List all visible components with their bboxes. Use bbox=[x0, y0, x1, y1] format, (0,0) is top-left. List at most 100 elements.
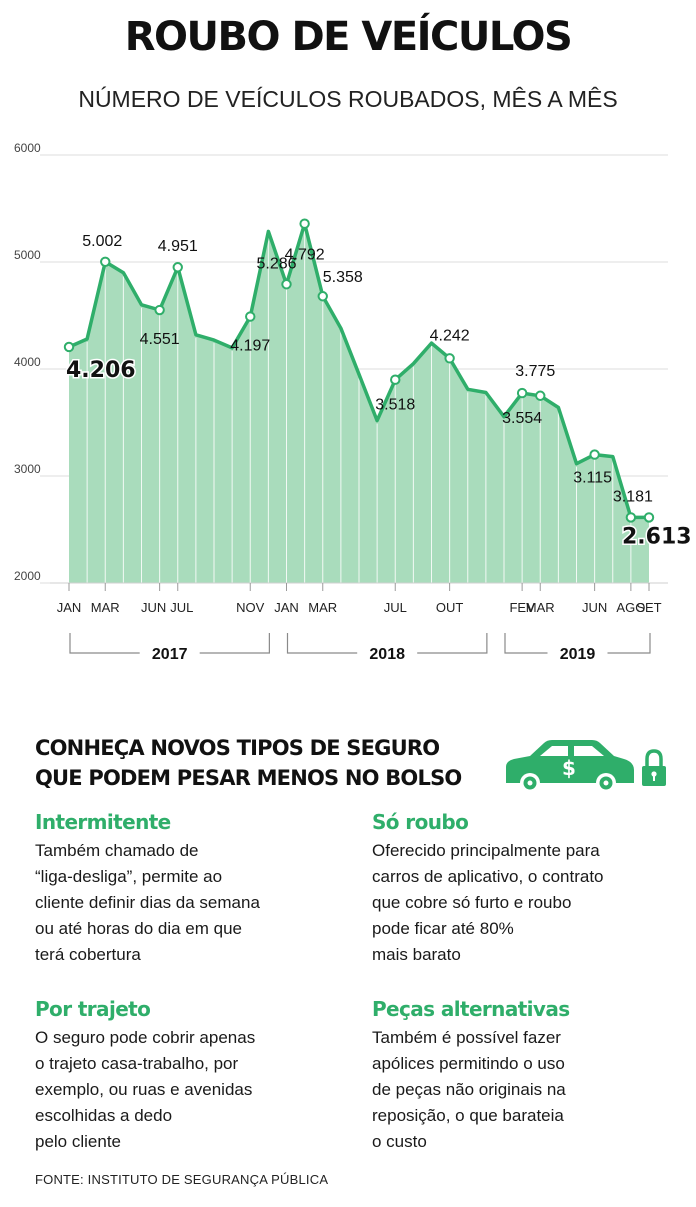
data-point bbox=[444, 353, 455, 364]
insurance-item-description: Também é possível fazer apólices permiti… bbox=[372, 1025, 672, 1155]
y-tick-label: 4000 bbox=[14, 355, 41, 369]
insurance-heading-line-2: QUE PODEM PESAR MENOS NO BOLSO bbox=[35, 766, 462, 790]
y-tick-label: 2000 bbox=[14, 569, 41, 583]
data-label: 3.115 bbox=[573, 470, 612, 487]
insurance-item-title: Peças alternativas bbox=[372, 997, 570, 1021]
description-line: pode ficar até 80% bbox=[372, 919, 514, 938]
data-label: 3.554 bbox=[502, 410, 542, 427]
x-tick-label: JAN bbox=[57, 600, 82, 615]
data-point bbox=[643, 512, 655, 523]
insurance-item-title: Só roubo bbox=[372, 810, 469, 834]
description-line: exemplo, ou ruas e avenidas bbox=[35, 1080, 253, 1099]
x-tick-label: AGO bbox=[616, 600, 645, 615]
y-tick-label: 6000 bbox=[14, 141, 41, 155]
description-line: carros de aplicativo, o contrato bbox=[372, 867, 604, 886]
y-tick-label: 5000 bbox=[14, 248, 41, 262]
data-point bbox=[100, 256, 111, 267]
infographic-title: ROUBO DE VEÍCULOS bbox=[124, 14, 573, 60]
insurance-item-pecas-alternativas: Peças alternativas Também é possível faz… bbox=[372, 995, 672, 1155]
description-line: pelo cliente bbox=[35, 1132, 122, 1151]
x-tick-label: JUL bbox=[384, 600, 407, 615]
insurance-item-intermitente: Intermitente Também chamado de “liga-des… bbox=[35, 808, 335, 968]
chart-line bbox=[68, 221, 649, 520]
data-label: 4.197 bbox=[230, 338, 270, 355]
x-tick-label: JUN bbox=[582, 600, 607, 615]
x-tick-label: OUT bbox=[436, 600, 464, 615]
description-line: cliente definir dias da semana bbox=[35, 893, 260, 912]
data-point bbox=[299, 218, 310, 229]
description-line: o custo bbox=[372, 1132, 427, 1151]
data-label: 4.242 bbox=[430, 327, 470, 344]
insurance-item-so-roubo: Só roubo Oferecido principalmente para c… bbox=[372, 808, 672, 968]
insurance-item-description: Também chamado de “liga-desliga”, permit… bbox=[35, 838, 335, 968]
year-label-background bbox=[139, 643, 200, 663]
description-line: ou até horas do dia em que bbox=[35, 919, 242, 938]
year-label-background bbox=[547, 643, 608, 663]
data-label: 3.181 bbox=[613, 488, 653, 505]
insurance-item-description: Oferecido principalmente para carros de … bbox=[372, 838, 672, 968]
data-point bbox=[625, 512, 637, 523]
data-point bbox=[535, 390, 546, 401]
data-label: 4.206 bbox=[66, 358, 136, 383]
data-label: 2.613 bbox=[622, 524, 692, 549]
x-tick-label: MAR bbox=[91, 600, 120, 615]
data-point bbox=[154, 304, 165, 316]
description-line: terá cobertura bbox=[35, 945, 141, 964]
source-credit: FONTE: INSTITUTO DE SEGURANÇA PÚBLICA bbox=[35, 1172, 329, 1187]
data-label: 4.951 bbox=[158, 238, 198, 255]
data-label: 3.518 bbox=[375, 397, 415, 414]
padlock-shackle-icon bbox=[645, 749, 663, 767]
data-label: 5.358 bbox=[323, 269, 363, 286]
insurance-item-title: Intermitente bbox=[35, 810, 171, 834]
description-line: O seguro pode cobrir apenas bbox=[35, 1028, 256, 1047]
x-tick-label: FEV bbox=[509, 600, 535, 615]
description-line: mais barato bbox=[372, 945, 461, 964]
car-with-lock-icon: $ bbox=[506, 740, 666, 793]
data-point bbox=[317, 291, 328, 302]
data-label: 4.551 bbox=[140, 331, 180, 348]
chart-points bbox=[63, 218, 655, 523]
data-point bbox=[390, 374, 401, 385]
x-tick-label: JAN bbox=[274, 600, 299, 615]
x-tick-label: NOV bbox=[236, 600, 265, 615]
x-tick-label: SET bbox=[636, 600, 661, 615]
year-label: 2019 bbox=[560, 646, 596, 663]
data-label: 5.286 bbox=[256, 255, 296, 272]
data-label: 4.792 bbox=[285, 247, 325, 264]
description-line: apólices permitindo o uso bbox=[372, 1054, 565, 1073]
year-label: 2018 bbox=[369, 646, 405, 663]
x-tick-label: JUN bbox=[141, 600, 166, 615]
description-line: que cobre só furto e roubo bbox=[372, 893, 572, 912]
year-label-background bbox=[357, 643, 418, 663]
year-label: 2017 bbox=[152, 646, 188, 663]
car-window-front-icon bbox=[574, 746, 604, 756]
data-label: 3.775 bbox=[515, 363, 555, 380]
data-label: 5.002 bbox=[82, 233, 122, 250]
insurance-item-description: O seguro pode cobrir apenas o trajeto ca… bbox=[35, 1025, 335, 1155]
data-point bbox=[245, 311, 256, 322]
car-body-icon bbox=[506, 740, 634, 783]
series-line bbox=[68, 221, 649, 520]
description-line: “liga-desliga”, permite ao bbox=[35, 867, 223, 886]
insurance-heading: CONHEÇA NOVOS TIPOS DE SEGURO QUE PODEM … bbox=[35, 733, 462, 793]
chart-year-brackets: 2017 2018 2019 bbox=[69, 633, 651, 663]
x-tick-label: MAR bbox=[308, 600, 337, 615]
chart-column-dividers bbox=[86, 226, 632, 583]
description-line: Também chamado de bbox=[35, 841, 199, 860]
insurance-item-title: Por trajeto bbox=[35, 997, 151, 1021]
x-tick-label: MAR bbox=[526, 600, 555, 615]
description-line: o trajeto casa-trabalho, por bbox=[35, 1054, 239, 1073]
dollar-sign-icon: $ bbox=[562, 756, 576, 780]
data-point bbox=[281, 279, 292, 290]
infographic-subtitle: NÚMERO DE VEÍCULOS ROUBADOS, MÊS A MÊS bbox=[78, 86, 618, 112]
description-line: escolhidas a dedo bbox=[35, 1106, 173, 1125]
insurance-item-por-trajeto: Por trajeto O seguro pode cobrir apenas … bbox=[35, 995, 335, 1155]
x-tick-label: JUL bbox=[170, 600, 193, 615]
vehicle-theft-area-chart: 2000 3000 4000 5000 6000 4.206 5.002 4.551 4.95… bbox=[14, 141, 693, 663]
description-line: de peças não originais na bbox=[372, 1080, 566, 1099]
y-tick-label: 3000 bbox=[14, 462, 41, 476]
description-line: Também é possível fazer bbox=[372, 1028, 561, 1047]
data-point bbox=[172, 262, 183, 273]
description-line: reposição, o que barateia bbox=[372, 1106, 564, 1125]
